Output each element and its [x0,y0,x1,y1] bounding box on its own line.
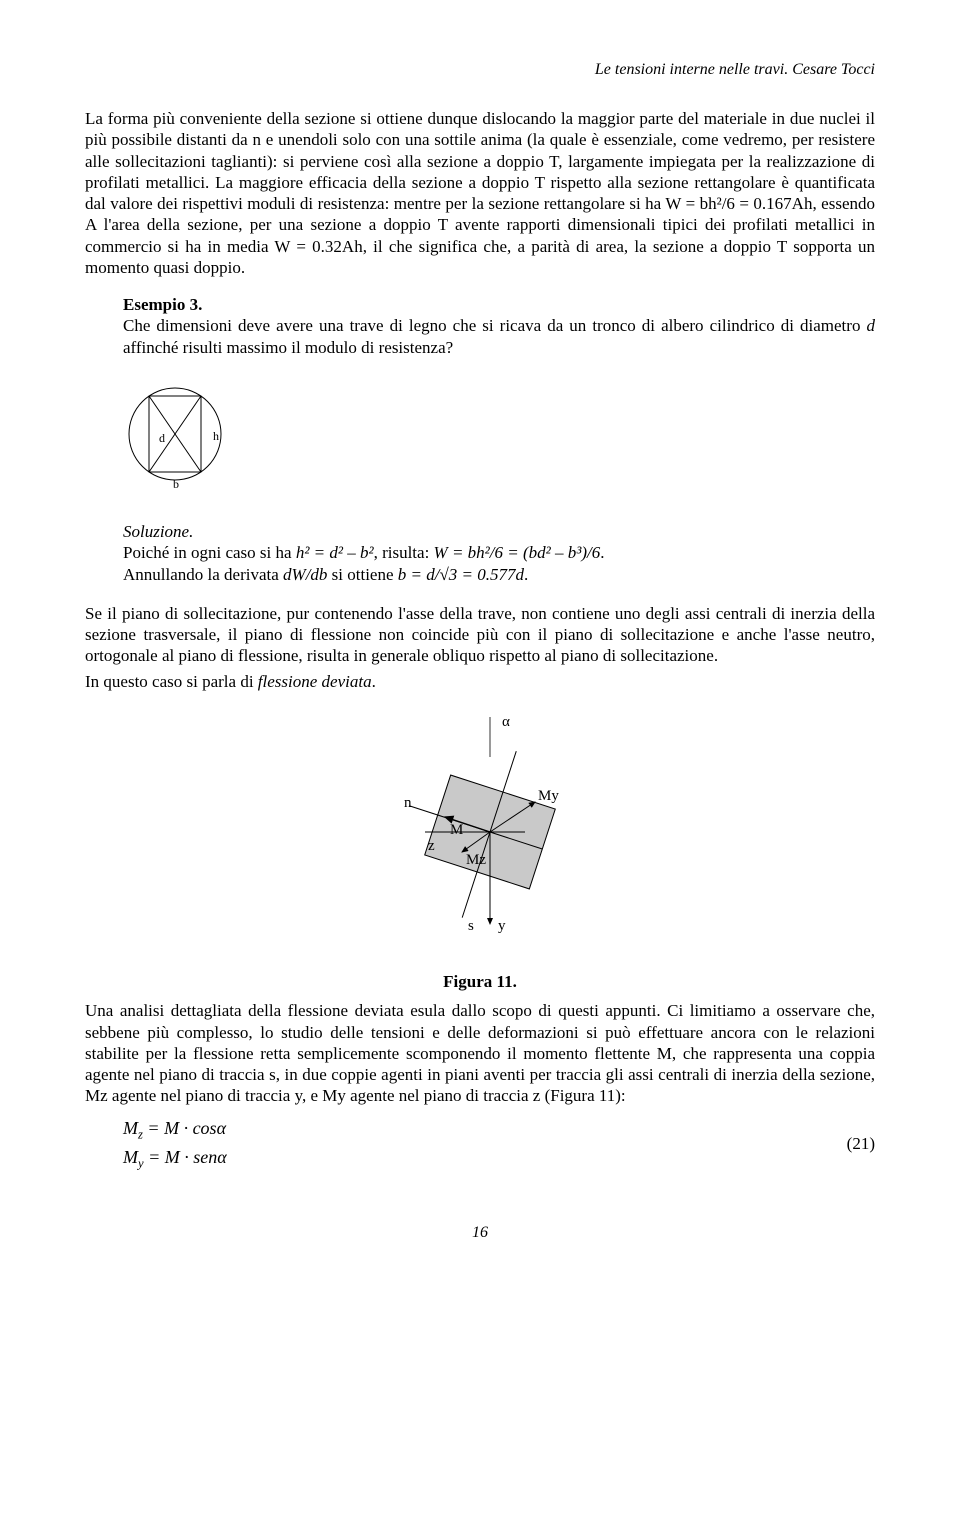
solution-line-1: Poiché in ogni caso si ha h² = d² – b², … [123,542,875,563]
fig11-label-y: y [498,918,506,934]
equation-21: Mz = M · cosα My = M · senα (21) [123,1115,875,1174]
example-q-text1: Che dimensioni deve avere una trave di l… [123,316,867,335]
diagram-label-h: h [213,429,219,443]
sol2-a: Annullando la derivata [123,565,283,584]
sol1-b: , risulta: [374,543,434,562]
equation-21-body: Mz = M · cosα My = M · senα [123,1115,227,1174]
example-diagram: d h b [123,378,875,503]
sol2-res: b = d/√3 = 0.577d [398,565,524,584]
sol2-b: si ottiene [327,565,397,584]
sol1-eq2: W = bh²/6 = (bd² – b³)/6 [434,543,601,562]
equation-21-number: (21) [847,1133,875,1154]
para2b-a: In questo caso si parla di [85,672,258,691]
para2b-c: . [372,672,376,691]
sol1-c: . [600,543,604,562]
page-header: Le tensioni interne nelle travi. Cesare … [85,60,875,80]
paragraph-2a: Se il piano di sollecitazione, pur conte… [85,603,875,667]
diagram-label-b: b [173,477,179,491]
sol2-c: . [524,565,528,584]
sol1-a: Poiché in ogni caso si ha [123,543,296,562]
example-q-text2: affinché risulti massimo il modulo di re… [123,338,453,357]
figure-11-diagram-icon: α n M My z Mz s y [350,702,610,962]
paragraph-1: La forma più conveniente della sezione s… [85,108,875,278]
example-question: Che dimensioni deve avere una trave di l… [123,315,875,358]
circle-rect-diagram-icon: d h b [123,378,253,498]
fig11-label-alpha: α [502,714,510,730]
solution-line-2: Annullando la derivata dW/db si ottiene … [123,564,875,585]
figure-11-caption: Figura 11. [85,971,875,992]
figure-11: α n M My z Mz s y Figura 11. [85,702,875,993]
fig11-label-M: M [450,822,463,838]
paragraph-3: Una analisi dettagliata della flessione … [85,1000,875,1106]
sol1-eq1: h² = d² – b² [296,543,374,562]
solution-title: Soluzione. [123,521,875,542]
fig11-label-My: My [538,788,559,804]
fig11-label-n: n [404,795,412,811]
fig11-label-s: s [468,918,474,934]
page-number: 16 [85,1223,875,1243]
sol2-dwdb: dW/db [283,565,327,584]
diagram-label-d: d [159,431,165,445]
para2b-term: flessione deviata [258,672,372,691]
fig11-label-z: z [428,838,435,854]
example-q-var-d: d [867,316,876,335]
example-block: Esempio 3. Che dimensioni deve avere una… [123,294,875,585]
example-title: Esempio 3. [123,294,875,315]
paragraph-2b: In questo caso si parla di flessione dev… [85,671,875,692]
fig11-label-Mz: Mz [466,852,486,868]
